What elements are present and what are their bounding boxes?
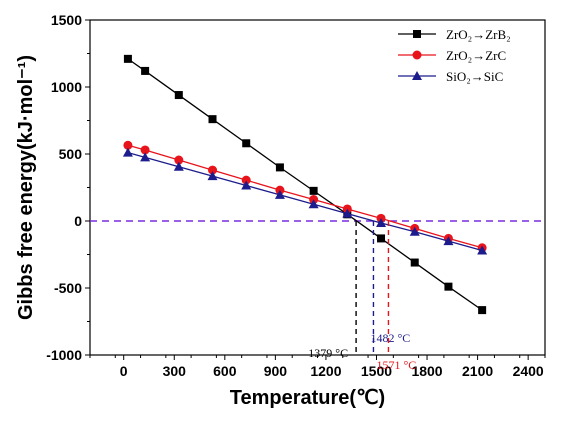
y-tick-label: -500 [54, 280, 82, 296]
y-tick-label: 1000 [51, 79, 82, 95]
data-point [443, 236, 454, 246]
data-point [242, 139, 251, 148]
legend-label: SiO₂→SiC [446, 69, 503, 84]
data-point [123, 54, 132, 63]
data-point [376, 218, 387, 228]
legend-label: ZrO₂→ZrC [446, 48, 506, 63]
x-tick-label: 900 [264, 363, 288, 379]
legend-marker [413, 30, 421, 38]
y-tick-label: 0 [74, 213, 82, 229]
data-point [141, 66, 150, 75]
data-point [140, 145, 150, 155]
data-point [208, 115, 217, 124]
x-tick-label: 300 [163, 363, 187, 379]
data-point [173, 161, 184, 171]
data-point [444, 282, 453, 291]
data-point [207, 171, 218, 181]
legend-label: ZrO₂→ZrB₂ [446, 27, 511, 42]
legend-marker [412, 50, 422, 60]
y-tick-label: -1000 [46, 347, 82, 363]
data-point [174, 155, 184, 165]
crossing-label: 1379 °C [308, 346, 348, 360]
y-axis-title: Gibbs free energy(kJ·mol⁻¹) [15, 55, 37, 320]
data-point [208, 165, 218, 175]
x-tick-label: 0 [120, 363, 128, 379]
data-point [123, 140, 133, 150]
data-point [274, 189, 285, 199]
x-tick-label: 600 [213, 363, 237, 379]
data-point [342, 208, 353, 218]
series-0 [123, 54, 487, 315]
series-line [127, 144, 483, 249]
series-2 [122, 147, 488, 255]
x-tick-label: 1800 [411, 363, 442, 379]
data-point [477, 245, 488, 255]
x-tick-label: 2400 [513, 363, 544, 379]
x-axis-title: Temperature(℃) [230, 387, 385, 409]
data-point [241, 175, 251, 185]
data-point [478, 306, 487, 315]
data-point [275, 163, 284, 172]
data-point [377, 234, 386, 243]
data-point [410, 258, 419, 267]
data-point [174, 91, 183, 100]
series-1 [123, 140, 487, 253]
series-line [127, 152, 483, 252]
data-point [140, 152, 151, 162]
y-tick-label: 1500 [51, 12, 82, 28]
data-point [409, 226, 420, 236]
crossing-label: 1482 °C [370, 331, 410, 345]
x-tick-label: 1200 [310, 363, 341, 379]
crossing-label: 1571 °C [376, 358, 416, 372]
x-tick-label: 1500 [361, 363, 392, 379]
y-tick-label: 500 [59, 146, 83, 162]
data-point [308, 199, 319, 209]
x-tick-label: 2100 [462, 363, 493, 379]
series-line [127, 58, 483, 311]
data-point [309, 186, 318, 195]
data-point [122, 147, 133, 157]
data-point [241, 180, 252, 190]
legend-marker [412, 71, 422, 80]
